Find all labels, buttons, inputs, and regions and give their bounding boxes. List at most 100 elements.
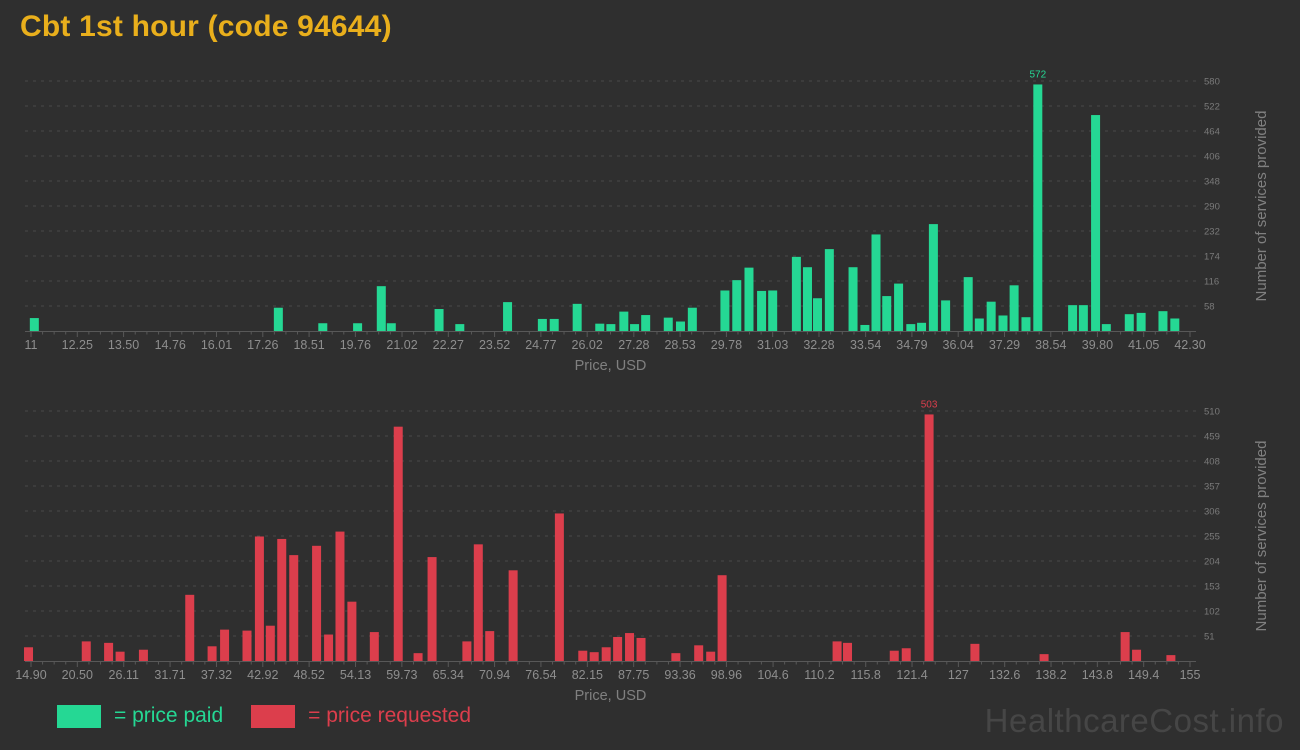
- price-paid-histogram-bar[interactable]: [871, 234, 881, 331]
- price-requested-histogram-bar[interactable]: [265, 625, 275, 661]
- price-requested-histogram-bar[interactable]: [324, 634, 334, 661]
- price-requested-histogram-bar[interactable]: [289, 555, 299, 661]
- price-requested-histogram-bar[interactable]: [1166, 655, 1176, 661]
- price-requested-histogram-bar[interactable]: [671, 653, 681, 661]
- price-paid-histogram-bar[interactable]: [318, 323, 328, 331]
- price-requested-histogram-bar[interactable]: [462, 641, 472, 661]
- price-paid-histogram-bar[interactable]: [455, 324, 465, 331]
- price-paid-histogram-bar[interactable]: [848, 267, 858, 331]
- price-paid-histogram-bar[interactable]: [894, 283, 904, 331]
- price-paid-histogram-bar[interactable]: [503, 302, 513, 331]
- price-requested-histogram-bar[interactable]: [81, 641, 91, 661]
- price-requested-histogram-bar[interactable]: [554, 513, 564, 661]
- price-requested-histogram-bar[interactable]: [369, 632, 379, 661]
- price-requested-histogram-bar[interactable]: [578, 650, 588, 661]
- price-requested-histogram-bar[interactable]: [242, 630, 252, 661]
- price-paid-histogram-bar[interactable]: [986, 301, 996, 331]
- price-requested-histogram-bar[interactable]: [335, 531, 345, 661]
- price-paid-histogram-bar[interactable]: [663, 317, 673, 331]
- price-paid-histogram-bar[interactable]: [687, 307, 697, 331]
- price-paid-histogram-bar[interactable]: [928, 224, 938, 331]
- price-requested-histogram-bar[interactable]: [185, 594, 195, 661]
- price-paid-histogram-bar[interactable]: [1170, 318, 1180, 332]
- price-paid-histogram-bar[interactable]: [1124, 314, 1134, 331]
- price-requested-histogram-bar[interactable]: [970, 643, 980, 661]
- price-paid-histogram-bar[interactable]: [941, 300, 951, 331]
- price-requested-histogram-bar[interactable]: [104, 642, 114, 661]
- price-paid-histogram-bar[interactable]: [732, 280, 742, 331]
- price-paid-histogram-bar[interactable]: [1009, 285, 1019, 331]
- price-requested-histogram-bar[interactable]: [508, 570, 518, 661]
- price-paid-histogram-bar[interactable]: [824, 249, 834, 331]
- price-paid-histogram-bar[interactable]: [595, 323, 605, 331]
- price-paid-histogram-bar[interactable]: [917, 322, 927, 331]
- price-paid-histogram-bar[interactable]: [1091, 115, 1101, 331]
- price-paid-histogram-bar[interactable]: [768, 290, 778, 331]
- price-paid-histogram-bar[interactable]: [675, 321, 685, 331]
- price-requested-histogram-bar[interactable]: [636, 637, 646, 661]
- price-requested-histogram-bar[interactable]: [427, 557, 437, 661]
- price-requested-histogram-bar[interactable]: [220, 629, 230, 661]
- price-paid-histogram-bar[interactable]: [963, 277, 973, 331]
- price-paid-histogram-bar[interactable]: [353, 323, 363, 331]
- price-requested-histogram-bar[interactable]: [207, 646, 217, 661]
- price-paid-histogram-bar[interactable]: [386, 323, 396, 331]
- price-requested-histogram-bar[interactable]: [889, 650, 899, 661]
- price-requested-histogram-bar[interactable]: [706, 651, 716, 661]
- price-paid-histogram-bar[interactable]: [906, 324, 916, 331]
- price-paid-histogram-bar[interactable]: [812, 298, 822, 331]
- page-title: Cbt 1st hour (code 94644): [20, 10, 392, 43]
- price-paid-histogram-bar[interactable]: [29, 318, 39, 331]
- price-requested-histogram-bar[interactable]: [413, 653, 423, 661]
- price-requested-histogram-bar[interactable]: [393, 426, 403, 661]
- price-paid-histogram-bar[interactable]: [1078, 305, 1088, 331]
- price-requested-histogram-bar[interactable]: [601, 647, 611, 661]
- price-paid-histogram-bar[interactable]: [1068, 305, 1078, 331]
- price-requested-histogram-bar[interactable]: [485, 631, 495, 661]
- price-requested-histogram-bar[interactable]: [694, 645, 704, 661]
- price-requested-histogram-bar[interactable]: [843, 642, 853, 661]
- price-requested-histogram-bar[interactable]: [138, 649, 148, 661]
- price-paid-histogram-bar[interactable]: [376, 286, 386, 331]
- price-paid-histogram-bar[interactable]: [619, 311, 629, 331]
- price-paid-histogram-bar[interactable]: [549, 318, 559, 331]
- price-requested-histogram-bar[interactable]: [277, 538, 287, 661]
- price-requested-histogram-bar[interactable]: [613, 636, 623, 661]
- price-requested-histogram-bar[interactable]: [717, 575, 727, 661]
- price-requested-histogram-bar[interactable]: [901, 648, 911, 661]
- price-paid-histogram-bar[interactable]: [537, 318, 547, 331]
- price-paid-histogram-bar[interactable]: [1033, 84, 1043, 331]
- price-paid-histogram-bar[interactable]: [1158, 311, 1168, 331]
- price-paid-histogram-bar[interactable]: [882, 296, 892, 331]
- price-paid-histogram-bar[interactable]: [572, 303, 582, 331]
- price-requested-histogram-bar[interactable]: [473, 544, 483, 661]
- price-paid-histogram-bar[interactable]: [630, 324, 640, 331]
- price-paid-histogram-bar[interactable]: [1101, 324, 1111, 331]
- price-paid-histogram-bar[interactable]: [273, 307, 283, 331]
- price-requested-histogram-bar[interactable]: [589, 652, 599, 661]
- price-requested-histogram-bar[interactable]: [1120, 632, 1130, 661]
- price-paid-histogram-bar[interactable]: [606, 324, 616, 331]
- price-paid-histogram-bar[interactable]: [1021, 317, 1031, 331]
- price-paid-histogram-bar[interactable]: [974, 318, 984, 332]
- price-paid-histogram-bar[interactable]: [757, 290, 767, 331]
- price-requested-histogram-bar[interactable]: [347, 601, 357, 661]
- price-requested-histogram-bar[interactable]: [832, 641, 842, 661]
- price-paid-histogram-bar[interactable]: [641, 315, 651, 331]
- price-requested-histogram-bar[interactable]: [1132, 649, 1142, 661]
- price-requested-histogram-bar[interactable]: [924, 414, 934, 661]
- price-paid-histogram-bar[interactable]: [998, 315, 1008, 331]
- price-paid-histogram-bar[interactable]: [1136, 312, 1146, 331]
- price-paid-histogram-bar[interactable]: [744, 267, 754, 331]
- price-paid-histogram-bar[interactable]: [434, 309, 444, 331]
- price-requested-histogram-bar[interactable]: [1039, 654, 1049, 661]
- price-requested-histogram-bar[interactable]: [312, 545, 322, 661]
- price-paid-histogram-bar[interactable]: [860, 324, 870, 331]
- price-requested-histogram-bar[interactable]: [254, 536, 264, 661]
- price-requested-histogram-bar[interactable]: [115, 651, 125, 661]
- price-requested-histogram-bar[interactable]: [24, 647, 34, 661]
- price-paid-histogram-bar[interactable]: [802, 267, 812, 331]
- price-paid-histogram-bar[interactable]: [791, 256, 801, 331]
- price-requested-histogram-bar[interactable]: [625, 633, 635, 661]
- price-paid-histogram-bar[interactable]: [720, 290, 730, 331]
